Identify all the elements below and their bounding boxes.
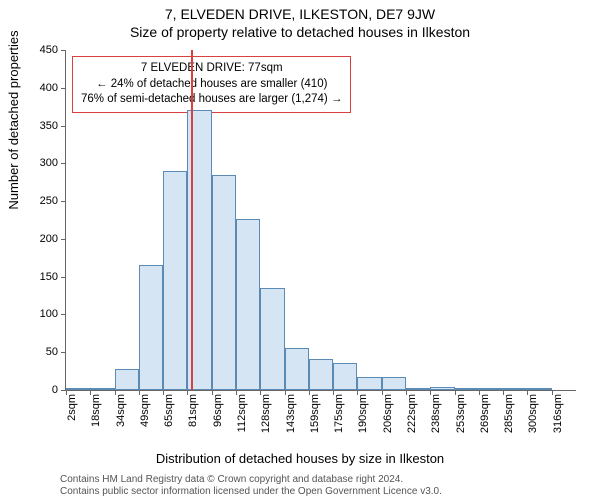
y-tick-label: 0	[18, 384, 66, 396]
histogram-bar	[527, 388, 551, 390]
x-tick-label: 238sqm	[430, 394, 442, 454]
histogram-bar	[357, 377, 381, 390]
histogram-bar	[139, 265, 163, 390]
annotation-line-3: 76% of semi-detached houses are larger (…	[81, 92, 342, 108]
annotation-box: 7 ELVEDEN DRIVE: 77sqm ← 24% of detached…	[72, 56, 351, 113]
histogram-bar	[260, 288, 284, 390]
annotation-line-1: 7 ELVEDEN DRIVE: 77sqm	[81, 61, 342, 77]
histogram-bar	[503, 388, 527, 390]
x-tick-label: 300sqm	[527, 394, 539, 454]
y-tick-mark	[61, 88, 66, 89]
x-tick-label: 159sqm	[309, 394, 321, 454]
y-tick-label: 300	[18, 157, 66, 169]
plot-area: 7 ELVEDEN DRIVE: 77sqm ← 24% of detached…	[65, 50, 576, 391]
x-tick-label: 34sqm	[115, 394, 127, 454]
x-tick-label: 175sqm	[333, 394, 345, 454]
histogram-bar	[285, 348, 309, 390]
y-tick-label: 150	[18, 271, 66, 283]
x-tick-label: 96sqm	[212, 394, 224, 454]
y-tick-mark	[61, 352, 66, 353]
y-tick-mark	[61, 126, 66, 127]
x-tick-label: 206sqm	[382, 394, 394, 454]
x-tick-label: 222sqm	[406, 394, 418, 454]
x-tick-label: 49sqm	[139, 394, 151, 454]
x-axis-label: Distribution of detached houses by size …	[0, 451, 600, 466]
x-tick-label: 112sqm	[236, 394, 248, 454]
y-tick-label: 250	[18, 195, 66, 207]
y-tick-label: 400	[18, 82, 66, 94]
x-tick-label: 316sqm	[552, 394, 564, 454]
page-subtitle: Size of property relative to detached ho…	[0, 24, 600, 40]
y-tick-label: 200	[18, 233, 66, 245]
x-tick-label: 269sqm	[479, 394, 491, 454]
y-tick-label: 350	[18, 120, 66, 132]
y-tick-mark	[61, 201, 66, 202]
x-tick-label: 18sqm	[90, 394, 102, 454]
chart-container: 7, ELVEDEN DRIVE, ILKESTON, DE7 9JW Size…	[0, 0, 600, 500]
y-tick-mark	[61, 163, 66, 164]
x-tick-label: 128sqm	[260, 394, 272, 454]
x-tick-label: 253sqm	[455, 394, 467, 454]
annotation-line-2: ← 24% of detached houses are smaller (41…	[81, 77, 342, 93]
histogram-bar	[236, 219, 260, 391]
x-tick-label: 143sqm	[285, 394, 297, 454]
x-tick-label: 285sqm	[503, 394, 515, 454]
attribution-line-2: Contains public sector information licen…	[60, 486, 600, 498]
histogram-bar	[90, 388, 114, 390]
histogram-bar	[115, 369, 139, 390]
histogram-bar	[66, 388, 90, 390]
y-tick-mark	[61, 239, 66, 240]
histogram-bar	[430, 387, 454, 390]
histogram-bar	[333, 363, 357, 390]
attribution: Contains HM Land Registry data © Crown c…	[60, 474, 600, 498]
x-tick-label: 190sqm	[357, 394, 369, 454]
y-tick-label: 100	[18, 308, 66, 320]
x-tick-label: 65sqm	[163, 394, 175, 454]
histogram-bar	[309, 359, 333, 390]
y-tick-mark	[61, 277, 66, 278]
histogram-bar	[382, 377, 406, 390]
x-tick-label: 2sqm	[66, 394, 78, 454]
y-tick-label: 450	[18, 44, 66, 56]
property-marker-line	[191, 50, 193, 390]
y-tick-mark	[61, 50, 66, 51]
histogram-bar	[406, 388, 430, 390]
y-tick-mark	[61, 314, 66, 315]
histogram-bar	[163, 171, 187, 390]
histogram-bar	[479, 388, 503, 390]
histogram-bar	[455, 388, 479, 390]
page-title: 7, ELVEDEN DRIVE, ILKESTON, DE7 9JW	[0, 6, 600, 22]
y-tick-label: 50	[18, 346, 66, 358]
x-tick-label: 81sqm	[187, 394, 199, 454]
histogram-bar	[212, 175, 236, 390]
attribution-line-1: Contains HM Land Registry data © Crown c…	[60, 474, 600, 486]
